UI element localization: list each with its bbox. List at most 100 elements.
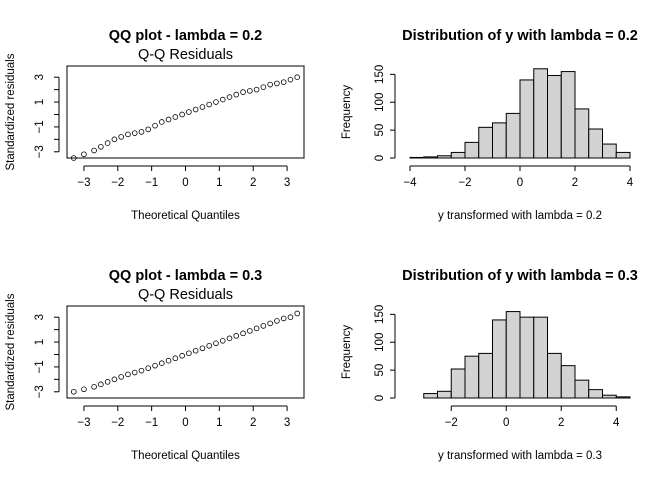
qq-point [172, 355, 179, 362]
x-axis-label: y transformed with lambda = 0.2 [438, 210, 602, 222]
histogram-bar [450, 151, 466, 159]
y-tick-label: 1 [34, 339, 46, 345]
chart-title: Distribution of y with lambda = 0.3 [402, 268, 638, 284]
histogram-bar [505, 112, 521, 159]
chart-title: Distribution of y with lambda = 0.2 [402, 28, 638, 44]
qq-point [138, 367, 145, 374]
qq-point [159, 119, 165, 125]
histogram-bar [615, 151, 631, 159]
histogram-bar [423, 156, 438, 159]
qq-point [294, 310, 301, 317]
qq-point [165, 116, 172, 123]
x-tick-label: 1 [216, 177, 222, 189]
histogram-bar [437, 390, 452, 399]
x-tick-label: 0 [503, 417, 509, 429]
qq-point [199, 104, 206, 110]
histogram-bar [478, 126, 493, 159]
chart-title: QQ plot - lambda = 0.3 [109, 268, 263, 284]
qq-point [98, 381, 104, 388]
y-axis-label: Frequency [341, 85, 353, 140]
plot-frame [66, 65, 305, 159]
x-axis-label: Theoretical Quantiles [131, 450, 240, 462]
histogram-bar [505, 311, 521, 399]
histogram-bar [560, 71, 576, 159]
x-tick-label: 3 [284, 417, 290, 429]
y-tick-label: 50 [374, 364, 386, 377]
histogram-bar [588, 389, 603, 399]
histogram-bar [437, 155, 452, 159]
histogram-bar [588, 128, 603, 159]
histogram-bar [615, 396, 631, 399]
histogram-bar [533, 316, 548, 399]
qq-point [280, 315, 287, 322]
y-tick-label: 1 [34, 99, 46, 105]
qq-point [233, 91, 240, 98]
y-tick-label: −3 [34, 145, 46, 158]
y-tick-label: 50 [374, 124, 386, 137]
qq-point [131, 369, 138, 376]
x-tick-label: −3 [77, 417, 90, 429]
x-tick-label: −2 [111, 177, 124, 189]
x-tick-label: 2 [250, 417, 256, 429]
qq-point [226, 94, 233, 100]
histogram-bar [492, 319, 507, 399]
qq-point [125, 371, 131, 378]
histogram-bar [492, 122, 507, 159]
chart-subtitle: Q-Q Residuals [138, 47, 233, 63]
y-tick-label: 0 [374, 395, 386, 401]
qq-point [172, 114, 179, 120]
chart-subtitle: Q-Q Residuals [138, 287, 233, 303]
qq-point [287, 314, 294, 320]
y-tick-label: 0 [374, 155, 386, 161]
histogram-bar [574, 108, 590, 159]
qq-point [138, 129, 145, 135]
histogram-bar [423, 393, 438, 399]
x-axis-label: y transformed with lambda = 0.3 [438, 450, 602, 462]
y-axis-label: Frequency [341, 325, 353, 380]
histogram-bar [464, 355, 480, 399]
y-axis-label: Standardized residuals [5, 293, 17, 410]
qq-point [260, 84, 267, 90]
plot-frame [66, 305, 305, 399]
qq-point [253, 86, 260, 93]
qq-point [70, 388, 77, 395]
qq-point [260, 323, 267, 329]
qq-point [287, 76, 294, 83]
histogram-bar [450, 368, 466, 399]
qq-point [81, 151, 87, 158]
qq-point [104, 140, 111, 146]
x-tick-label: 0 [182, 177, 188, 189]
y-tick-label: 100 [374, 333, 386, 352]
x-tick-label: −2 [445, 417, 458, 429]
x-tick-label: 3 [284, 177, 290, 189]
qq-point [253, 325, 260, 332]
qq-point [206, 101, 213, 108]
histogram-bar [560, 365, 576, 399]
qq-point [267, 81, 273, 88]
y-tick-label: 3 [34, 314, 46, 320]
qq-point [118, 374, 124, 380]
qq-point [280, 79, 287, 85]
histogram-bar [574, 379, 590, 399]
x-tick-label: 4 [627, 177, 634, 189]
x-tick-label: −3 [77, 177, 90, 189]
qq-point [240, 89, 246, 95]
y-tick-label: 150 [374, 305, 386, 324]
histogram-bar [602, 394, 617, 399]
histogram-bar [533, 68, 548, 159]
qq-point [131, 130, 138, 136]
qq-point [186, 109, 192, 115]
qq-point [125, 131, 131, 138]
qq-point [219, 96, 226, 103]
histogram-bar [547, 74, 562, 159]
y-tick-label: 100 [374, 93, 386, 112]
qq-point [267, 320, 273, 327]
qq-point [111, 136, 118, 143]
x-tick-label: 0 [182, 417, 188, 429]
qq-point [179, 352, 185, 359]
x-tick-label: −2 [111, 417, 124, 429]
chart-title: QQ plot - lambda = 0.2 [109, 28, 263, 44]
qq-point [118, 134, 124, 140]
qq-point [91, 384, 97, 390]
